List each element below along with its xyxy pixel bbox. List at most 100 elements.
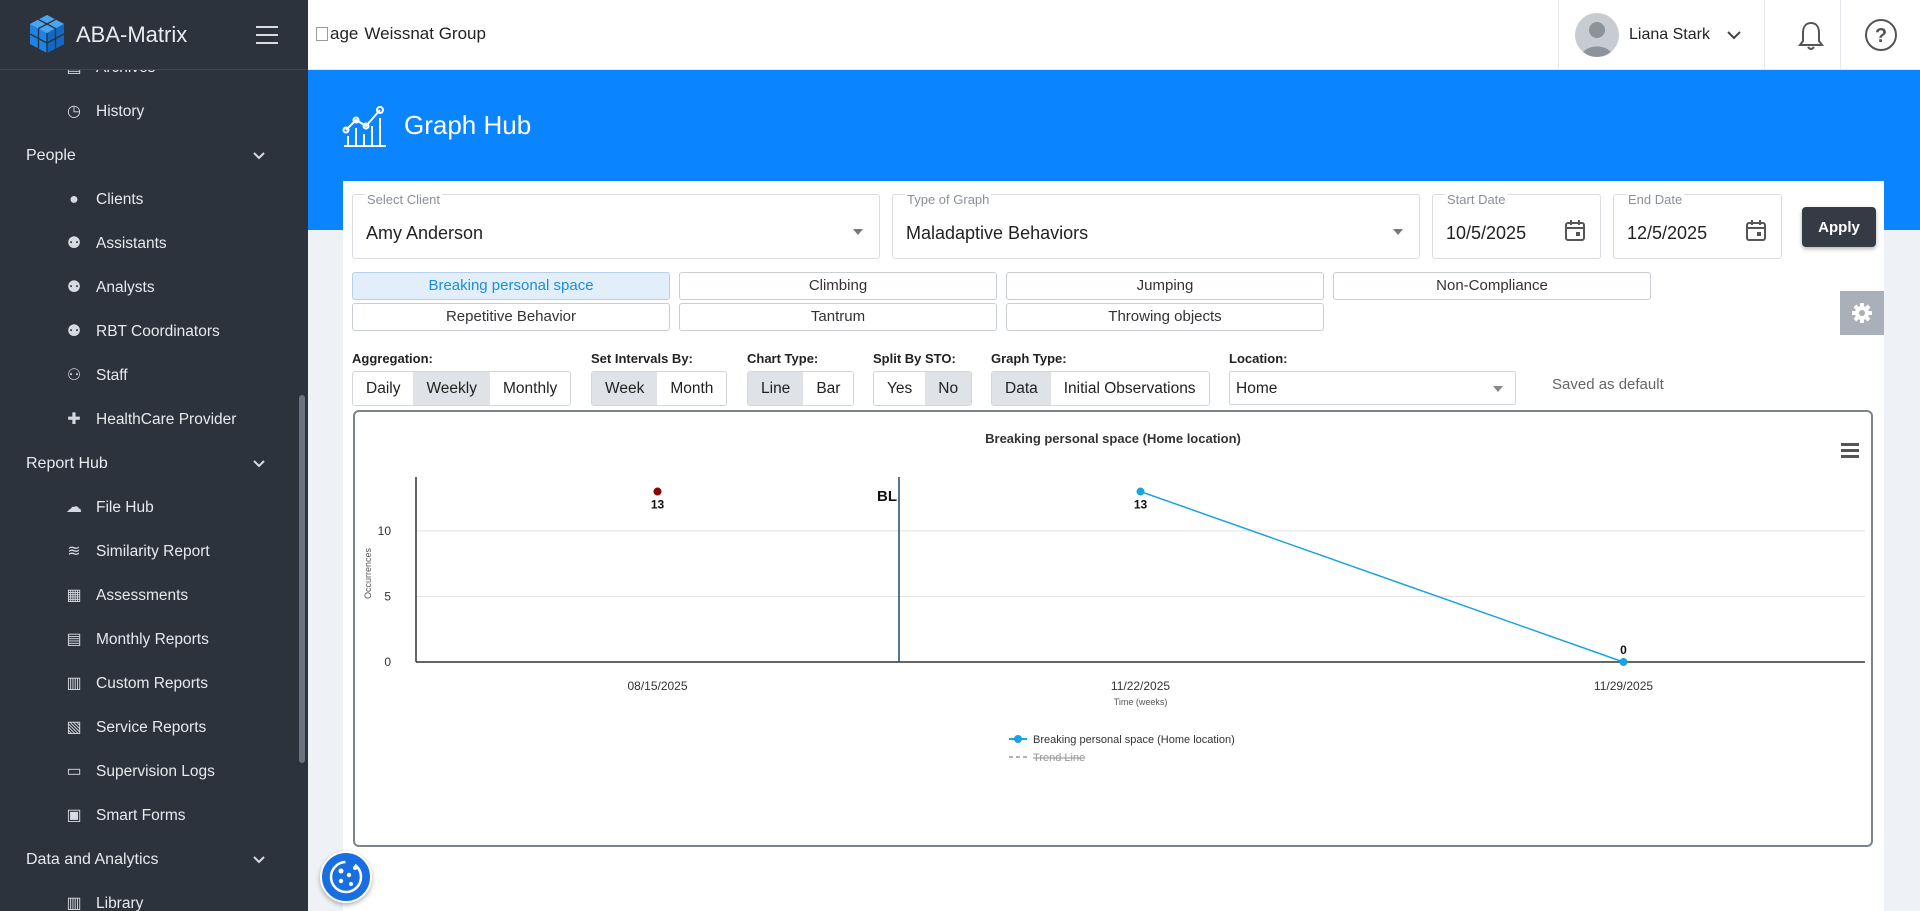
- x-axis-title: Time (weeks): [1114, 697, 1168, 707]
- baseline-data-label: 13: [651, 498, 665, 512]
- end-date-field[interactable]: End Date 12/5/2025: [1613, 192, 1782, 259]
- hamburger-menu-icon[interactable]: [256, 26, 278, 44]
- sidebar-item-custom-reports[interactable]: ▥ Custom Reports: [0, 662, 300, 706]
- y-tick-label: 0: [384, 655, 391, 669]
- sidebar-item-library[interactable]: ▥ Library: [0, 882, 300, 911]
- behavior-button-climbing[interactable]: Climbing: [679, 272, 997, 300]
- line-chart-icon: [342, 106, 386, 147]
- data-point: [1619, 658, 1628, 666]
- doc-search-icon: ▧: [66, 719, 82, 736]
- sidebar-item-supervision-logs[interactable]: ▭ Supervision Logs: [0, 750, 300, 794]
- sidebar-item-label: Analysts: [96, 279, 155, 296]
- org-logo-alt-text: age: [330, 24, 359, 43]
- cookie-icon: [329, 860, 363, 894]
- behavior-button-repetitive-behavior[interactable]: Repetitive Behavior: [352, 303, 670, 331]
- end-date-label: End Date: [1626, 192, 1685, 207]
- sidebar-item-label: Similarity Report: [96, 543, 210, 560]
- user-menu[interactable]: Liana Stark: [1575, 12, 1742, 58]
- sidebar-scrollbar[interactable]: [299, 395, 305, 763]
- behavior-button-tantrum[interactable]: Tantrum: [679, 303, 997, 331]
- cookie-settings-button[interactable]: [320, 851, 372, 903]
- sidebar-item-monthly-reports[interactable]: ▤ Monthly Reports: [0, 618, 300, 662]
- divider: [1840, 0, 1841, 70]
- help-icon[interactable]: ?: [1864, 18, 1898, 52]
- sidebar-item-smart-forms[interactable]: ▣ Smart Forms: [0, 794, 300, 838]
- split-sto-toggle: Yes No: [873, 371, 973, 406]
- legend-swatch-marker: [1014, 735, 1022, 743]
- client-select[interactable]: Select Client Amy Anderson: [352, 192, 880, 259]
- sidebar-item-label: Smart Forms: [96, 807, 186, 824]
- x-tick-label: 08/15/2025: [627, 679, 687, 693]
- apply-button[interactable]: Apply: [1802, 207, 1876, 247]
- start-date-label: Start Date: [1445, 192, 1508, 207]
- graph-type-select[interactable]: Type of Graph Maladaptive Behaviors: [892, 192, 1420, 259]
- monitor-icon: ▭: [66, 763, 82, 780]
- caret-down-icon: [853, 229, 863, 235]
- page-title: Graph Hub: [404, 110, 532, 140]
- sidebar-section-data-and-analytics[interactable]: Data and Analytics: [0, 838, 300, 882]
- sidebar-item-file-hub[interactable]: ☁ File Hub: [0, 486, 300, 530]
- sidebar-section-people[interactable]: People: [0, 134, 300, 178]
- intervals-option-week[interactable]: Week: [592, 372, 658, 405]
- sidebar-item-history[interactable]: ◷ History: [0, 90, 300, 134]
- intervals-option-month[interactable]: Month: [670, 380, 714, 397]
- sidebar-item-label: File Hub: [96, 499, 154, 516]
- sidebar-item-label: History: [96, 103, 145, 120]
- org-header: age Weissnat Group: [316, 24, 486, 44]
- sidebar-item-label: Assessments: [96, 587, 189, 604]
- book-icon: ▥: [66, 895, 82, 911]
- y-tick-label: 10: [378, 524, 392, 538]
- aggregation-toggle: Daily Weekly Monthly: [352, 371, 572, 406]
- behavior-button-breaking-personal-space[interactable]: Breaking personal space: [352, 272, 670, 300]
- sidebar-item-assessments[interactable]: ▦ Assessments: [0, 574, 300, 618]
- sidebar-item-label: Staff: [96, 367, 128, 384]
- sidebar-item-healthcare-provider[interactable]: ✚ HealthCare Provider: [0, 398, 300, 442]
- sidebar-section-label: Report Hub: [26, 455, 108, 472]
- chart-title: Breaking personal space (Home location): [985, 431, 1241, 446]
- end-date-value: 12/5/2025: [1627, 223, 1708, 243]
- user-icon: ●: [69, 191, 79, 208]
- legend-entry-trend-line: Trend Line: [1033, 752, 1085, 764]
- aggregation-option-daily[interactable]: Daily: [366, 380, 401, 397]
- sidebar-item-staff[interactable]: ⚇ Staff: [0, 354, 300, 398]
- data-label: 13: [1134, 498, 1148, 512]
- sidebar-item-analysts[interactable]: ⚉ Analysts: [0, 266, 300, 310]
- graph-type-select-label: Type of Graph: [905, 192, 992, 207]
- chart-type-option-bar[interactable]: Bar: [816, 380, 841, 397]
- medkit-icon: ✚: [67, 411, 81, 428]
- report-icon: ≋: [67, 543, 81, 560]
- sidebar-item-rbt-coordinators[interactable]: ⚉ RBT Coordinators: [0, 310, 300, 354]
- calendar-icon[interactable]: [1564, 219, 1586, 243]
- saved-default-text: Saved as default: [1552, 376, 1664, 393]
- sidebar-item-similarity-report[interactable]: ≋ Similarity Report: [0, 530, 300, 574]
- graph-type-option-data[interactable]: Data: [992, 372, 1051, 405]
- sidebar-item-assistants[interactable]: ⚉ Assistants: [0, 222, 300, 266]
- chart-container: Breaking personal space (Home location) 0…: [353, 410, 1873, 847]
- data-point: [1136, 487, 1145, 496]
- behavior-button-jumping[interactable]: Jumping: [1006, 272, 1324, 300]
- sidebar-item-clients[interactable]: ● Clients: [0, 178, 300, 222]
- staff-icon: ⚇: [66, 367, 82, 384]
- behavior-button-non-compliance[interactable]: Non-Compliance: [1333, 272, 1651, 300]
- sidebar-item-label: Service Reports: [96, 719, 207, 736]
- behavior-button-throwing-objects[interactable]: Throwing objects: [1006, 303, 1324, 331]
- clipboard-icon: ▦: [66, 587, 82, 604]
- aggregation-option-weekly[interactable]: Weekly: [413, 372, 490, 405]
- location-select[interactable]: Home: [1229, 371, 1516, 405]
- gear-icon: [1852, 303, 1872, 323]
- settings-gear-button[interactable]: [1840, 291, 1884, 335]
- bell-icon[interactable]: [1796, 20, 1826, 52]
- line-chart: Breaking personal space (Home location) 0…: [363, 431, 1865, 764]
- calendar-icon[interactable]: [1745, 219, 1767, 243]
- chart-type-option-line[interactable]: Line: [748, 372, 804, 405]
- sidebar-item-label: Custom Reports: [96, 675, 208, 692]
- graph-type-option-initial-observations[interactable]: Initial Observations: [1063, 380, 1196, 397]
- aggregation-option-monthly[interactable]: Monthly: [503, 380, 558, 397]
- chart-menu-icon[interactable]: [1841, 443, 1859, 459]
- split-sto-option-no[interactable]: No: [925, 372, 972, 405]
- sidebar-section-report-hub[interactable]: Report Hub: [0, 442, 300, 486]
- split-sto-option-yes[interactable]: Yes: [887, 380, 913, 397]
- start-date-field[interactable]: Start Date 10/5/2025: [1432, 192, 1601, 259]
- sidebar-item-label: Supervision Logs: [96, 763, 215, 780]
- sidebar-item-service-reports[interactable]: ▧ Service Reports: [0, 706, 300, 750]
